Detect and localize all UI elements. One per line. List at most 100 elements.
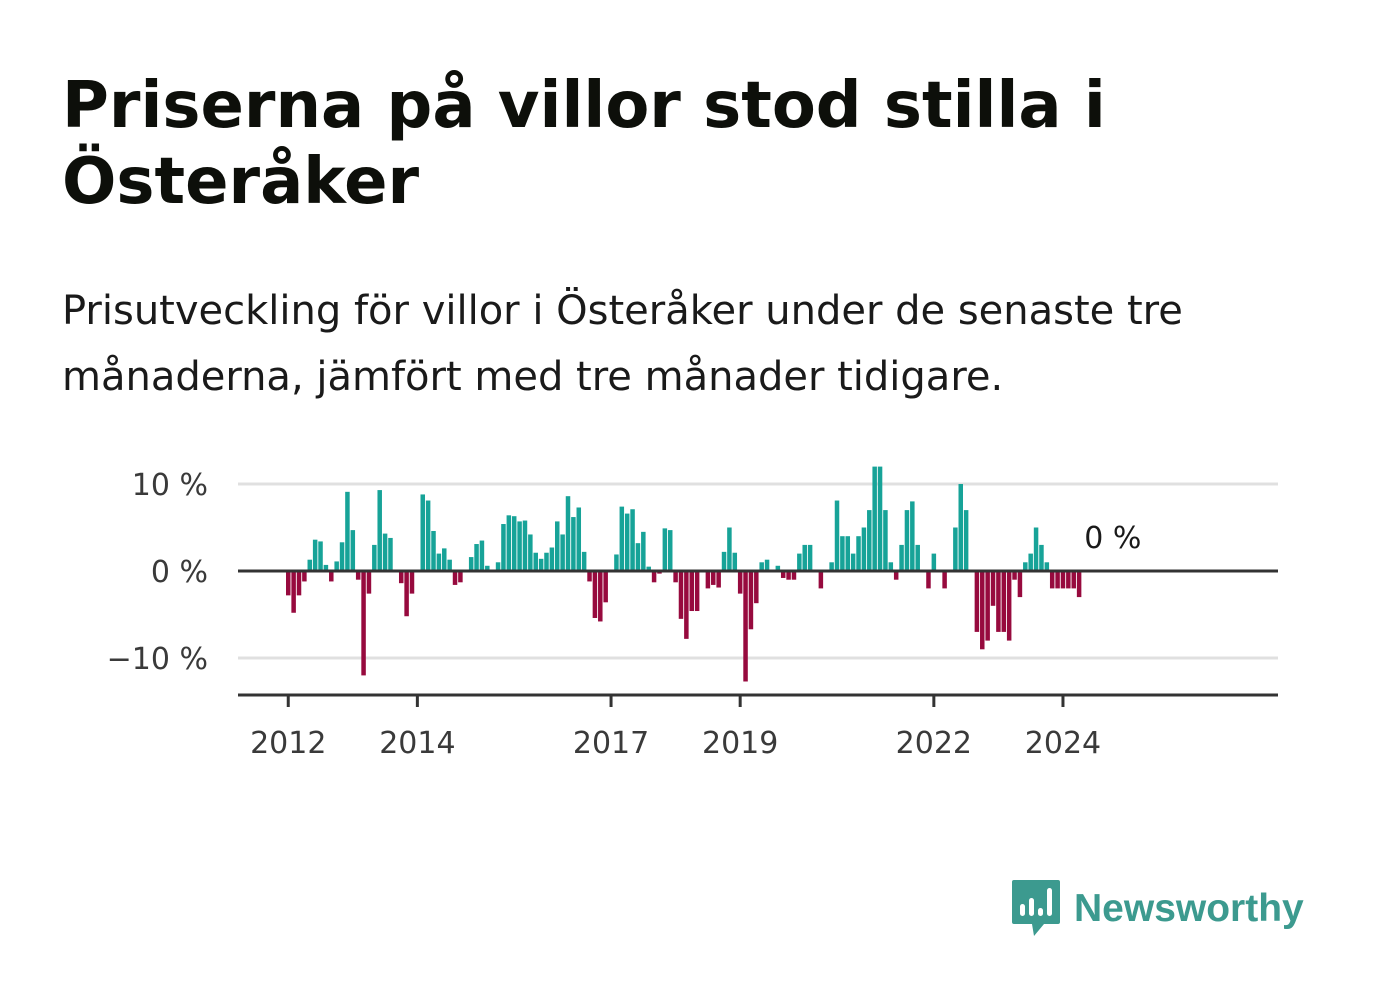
bar [775,565,781,571]
bar [549,547,555,571]
bar [888,562,894,571]
x-tick-label: 2024 [1025,726,1101,761]
bar [678,571,684,619]
bar [581,551,587,571]
price-change-bar-chart: 10 % 0 % −10 % 2012 2014 2017 2019 2022 2024 0 % [107,466,1278,761]
bar [990,571,996,606]
bar [1071,571,1076,589]
bar [759,562,764,571]
bar [382,533,388,571]
bar [479,540,485,571]
bar [528,534,533,571]
bar [1033,527,1039,571]
bar-chart-speech-bubble-icon [1012,880,1060,936]
bar [829,562,834,571]
bar [818,571,824,589]
bar [1028,553,1033,571]
bar [641,531,646,571]
x-tick-label: 2012 [250,726,326,761]
bar [904,510,910,571]
bar [915,544,920,571]
bar [323,564,329,571]
bar [899,544,904,571]
bar [1001,571,1007,632]
bar [436,553,442,571]
bar [958,484,963,571]
bar [727,527,732,571]
bar [662,528,668,571]
x-tick-label: 2019 [702,726,778,761]
bar [732,552,738,571]
bar [834,500,840,571]
bar [485,565,490,571]
y-tick-label: 0 % [151,555,208,590]
bar [1066,571,1071,589]
bar [318,541,323,571]
bar [893,571,899,580]
bar [711,571,716,585]
bar [1055,571,1060,589]
bar [442,548,447,571]
y-tick-label: −10 % [107,642,208,677]
bar [872,466,877,571]
bar [307,559,313,571]
bar [850,553,856,571]
bar [754,571,759,604]
bar [667,530,673,571]
bar [495,562,501,571]
bar [624,513,630,571]
bar [953,527,958,571]
bar [592,571,598,618]
page-subtitle: Prisutveckling för villor i Österåker un… [62,288,1183,400]
page-title: Priserna på villor stod stilla i Österåk… [62,69,1106,219]
bar [302,571,307,582]
bar [468,557,474,571]
bar [705,571,711,589]
bar [447,559,452,571]
bar [689,571,694,612]
bar [931,553,937,571]
bar [802,544,807,571]
bar [791,571,797,580]
bar [409,571,415,594]
bar [635,543,641,571]
bar [786,571,791,580]
newsworthy-logo: Newsworthy [1010,878,1304,940]
bar [1060,571,1066,589]
bar [425,500,431,571]
bar [926,571,931,589]
x-tick-label: 2017 [573,726,649,761]
bar [533,552,538,571]
bar [388,537,393,571]
x-tick-label: 2014 [379,726,455,761]
bar [996,571,1001,632]
bar [312,539,318,571]
bar [361,571,366,676]
bar [737,571,743,594]
bar [1012,571,1017,580]
last-value-label: 0 % [1084,521,1141,556]
bar [377,490,382,571]
bar [867,510,872,571]
y-tick-label: 10 % [132,468,208,503]
bar [845,536,851,571]
bar [963,510,969,571]
bar [748,571,754,630]
bar [404,571,409,617]
bar [291,571,296,613]
bar [877,466,883,571]
bar [910,501,915,571]
bar [501,524,506,571]
bar [619,506,625,571]
bar [372,544,377,571]
bar [743,571,748,682]
bar [856,536,861,571]
bar [614,554,619,571]
bar [1049,571,1055,589]
bar [474,544,479,571]
bar [334,561,339,571]
bar [350,530,356,571]
bar [764,559,770,571]
bar [974,571,980,632]
bar [985,571,990,641]
